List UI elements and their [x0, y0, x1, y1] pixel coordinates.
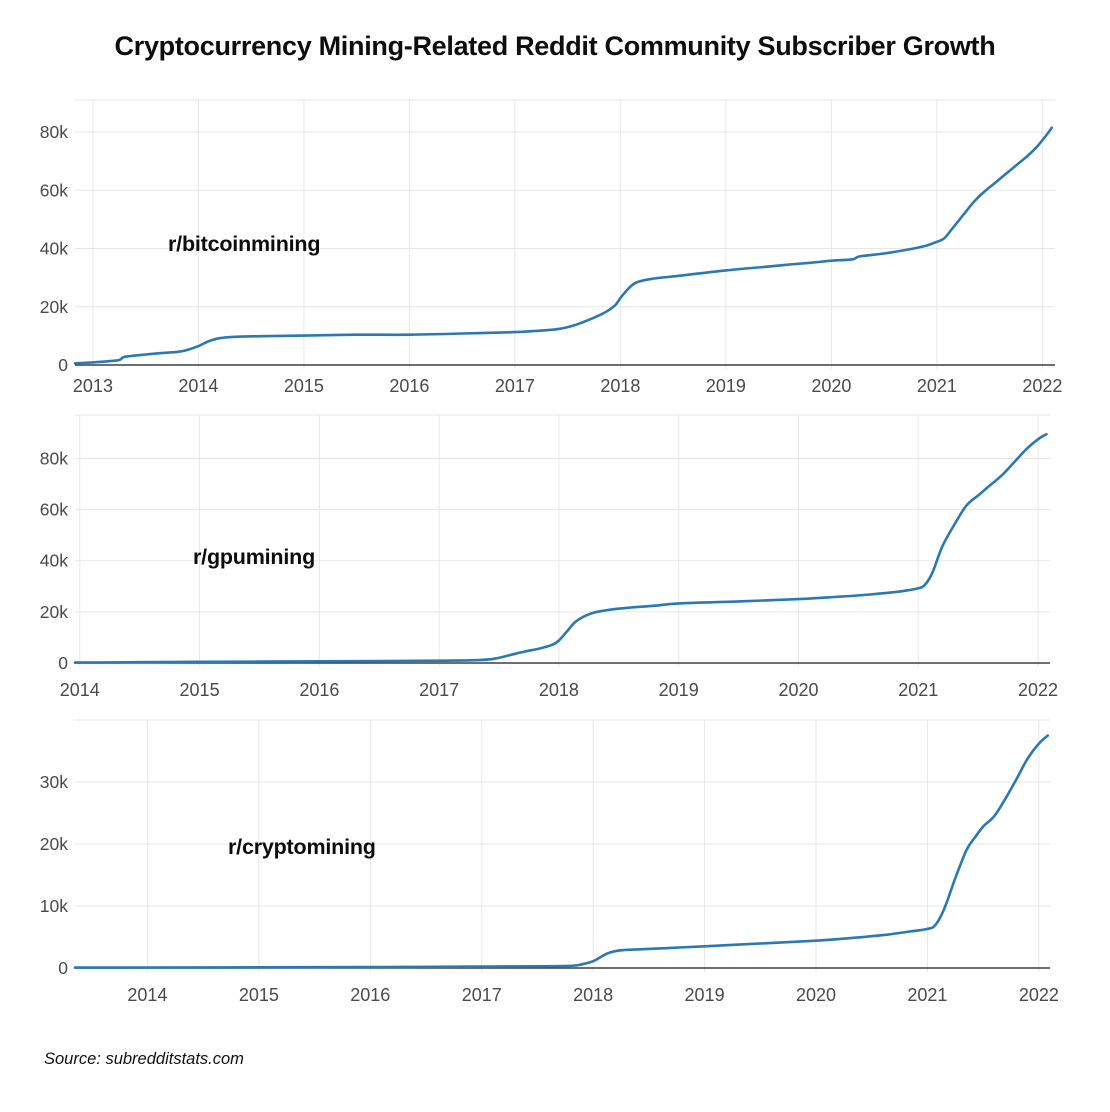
- chart-gpumining: 0 20k 40k 60k 80k 2014 2015 2016 2017 2018 2019 202…: [40, 414, 1058, 700]
- y-tick-label: 40k: [40, 551, 68, 571]
- series-line: [73, 126, 1054, 365]
- x-tick-label: 2017: [419, 680, 459, 700]
- subreddit-label: r/bitcoinmining: [168, 232, 320, 256]
- x-tick-label: 2021: [907, 985, 947, 1005]
- y-tick-label: 40k: [40, 239, 68, 259]
- x-tick-label: 2013: [73, 376, 113, 396]
- x-tick-label: 2020: [796, 985, 836, 1005]
- x-tick-label: 2017: [495, 376, 535, 396]
- y-tick-label: 60k: [40, 500, 68, 520]
- x-tick-label: 2020: [778, 680, 818, 700]
- x-tick-label: 2021: [917, 376, 957, 396]
- x-tick-label: 2018: [573, 985, 613, 1005]
- y-tick-label: 60k: [40, 180, 68, 200]
- x-tick-label: 2015: [180, 680, 220, 700]
- x-tick-label: 2019: [685, 985, 725, 1005]
- x-tick-label: 2021: [898, 680, 938, 700]
- y-tick-label: 80k: [40, 448, 68, 468]
- x-tick-label: 2022: [1022, 376, 1062, 396]
- x-tick-label: 2016: [389, 376, 429, 396]
- x-tick-label: 2019: [706, 376, 746, 396]
- y-tick-label: 0: [58, 355, 68, 375]
- x-tick-label: 2022: [1019, 985, 1059, 1005]
- y-tick-label: 20k: [40, 834, 68, 854]
- figure-title: Cryptocurrency Mining-Related Reddit Com…: [114, 31, 996, 61]
- x-tick-label: 2016: [350, 985, 390, 1005]
- x-tick-label: 2015: [239, 985, 279, 1005]
- y-tick-label: 30k: [40, 772, 68, 792]
- x-tick-label: 2014: [178, 376, 218, 396]
- x-tick-label: 2014: [127, 985, 167, 1005]
- y-tick-label: 0: [58, 958, 68, 978]
- subreddit-label: r/gpumining: [193, 545, 315, 569]
- x-tick-label: 2022: [1018, 680, 1058, 700]
- y-tick-label: 0: [58, 653, 68, 673]
- y-tick-label: 20k: [40, 602, 68, 622]
- series-line: [73, 734, 1050, 969]
- source-note: Source: subredditstats.com: [44, 1050, 244, 1068]
- x-tick-label: 2018: [539, 680, 579, 700]
- x-tick-label: 2015: [284, 376, 324, 396]
- x-tick-label: 2016: [299, 680, 339, 700]
- x-tick-label: 2018: [600, 376, 640, 396]
- series-line: [73, 432, 1048, 664]
- y-tick-label: 80k: [40, 122, 68, 142]
- subreddit-label: r/cryptomining: [228, 835, 376, 859]
- chart-bitcoinmining: 0 20k 40k 60k 80k 2013 2014 2015 2016 2017 2018 201…: [40, 99, 1062, 396]
- x-tick-label: 2014: [60, 680, 100, 700]
- chart-cryptomining: 0 10k 20k 30k 2014 2015 2016 2017 2018 2019 2020 20…: [40, 719, 1059, 1005]
- x-tick-label: 2017: [462, 985, 502, 1005]
- x-tick-label: 2019: [659, 680, 699, 700]
- x-tick-label: 2020: [811, 376, 851, 396]
- y-tick-label: 20k: [40, 297, 68, 317]
- y-tick-label: 10k: [40, 896, 68, 916]
